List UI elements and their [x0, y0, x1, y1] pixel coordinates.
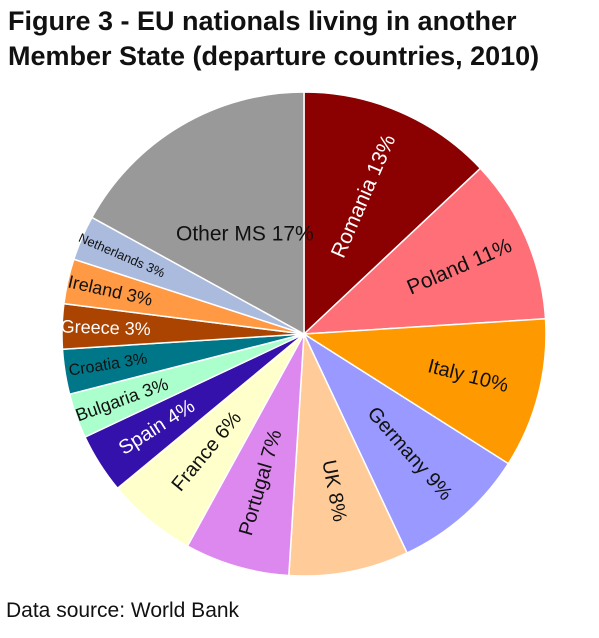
chart-title-line-2: Member State (departure countries, 2010): [8, 41, 540, 71]
data-source-note: Data source: World Bank: [6, 599, 240, 622]
pie-slice-italy: [301, 318, 547, 465]
pie-slice-uk: [288, 333, 409, 577]
pie-slice-poland: [301, 167, 547, 335]
pie-slice-romania: [303, 91, 482, 336]
pie-slice-other-ms: [90, 91, 305, 336]
pie-label-other-ms: Other MS 17%: [176, 223, 314, 246]
pie-slice-germany: [302, 331, 510, 554]
chart-title: Figure 3 - EU nationals living in anothe…: [8, 4, 598, 74]
pie-slice-portugal: [186, 333, 305, 577]
pie-chart: Romania 13%Poland 11%Italy 10%Germany 9%…: [60, 91, 547, 577]
pie-slices: [61, 91, 547, 577]
pie-label-greece: Greece 3%: [60, 316, 151, 339]
chart-title-line-1: Figure 3 - EU nationals living in anothe…: [8, 6, 517, 36]
